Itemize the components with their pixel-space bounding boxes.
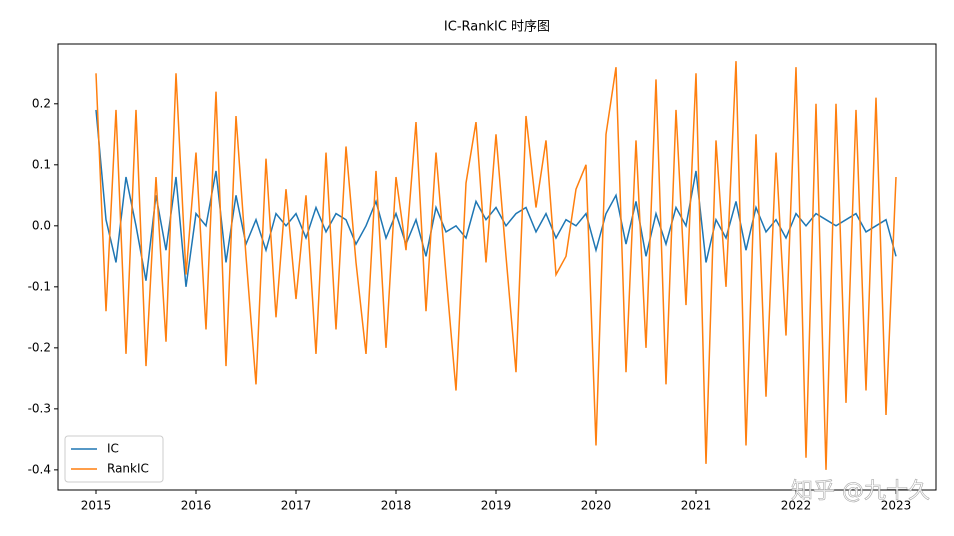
- y-tick-label: 0.0: [32, 218, 51, 232]
- x-tick-label: 2022: [781, 499, 812, 513]
- chart-title: IC-RankIC 时序图: [444, 20, 550, 35]
- x-tick-label: 2020: [581, 499, 612, 513]
- plot-frame: [57, 43, 937, 491]
- legend-box: [64, 435, 164, 483]
- legend-label: RankIC: [107, 462, 149, 476]
- x-tick-label: 2019: [481, 499, 512, 513]
- x-tick-label: 2018: [381, 499, 412, 513]
- watermark: 知乎 @九十久: [791, 479, 930, 504]
- y-tick-label: 0.2: [32, 96, 51, 110]
- x-tick-label: 2017: [281, 499, 312, 513]
- x-tick-label: 2023: [881, 499, 912, 513]
- x-tick-label: 2015: [81, 499, 112, 513]
- y-tick-label: -0.1: [28, 279, 51, 293]
- series-line: [95, 109, 897, 287]
- x-tick-label: 2021: [681, 499, 712, 513]
- y-tick-label: -0.3: [28, 401, 51, 415]
- y-tick-label: -0.2: [28, 340, 51, 354]
- y-tick-label: 0.1: [32, 157, 51, 171]
- series-line: [95, 61, 897, 470]
- x-tick-label: 2016: [181, 499, 212, 513]
- y-tick-label: -0.4: [28, 462, 51, 476]
- legend-label: IC: [107, 442, 119, 456]
